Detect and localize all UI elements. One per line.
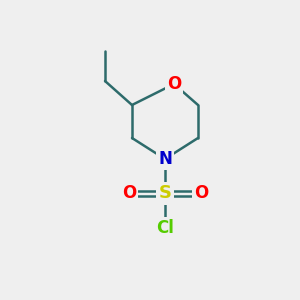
Text: O: O: [194, 184, 208, 202]
Text: Cl: Cl: [156, 219, 174, 237]
Text: O: O: [167, 75, 181, 93]
Text: S: S: [158, 184, 172, 202]
Text: O: O: [122, 184, 136, 202]
Text: N: N: [158, 150, 172, 168]
